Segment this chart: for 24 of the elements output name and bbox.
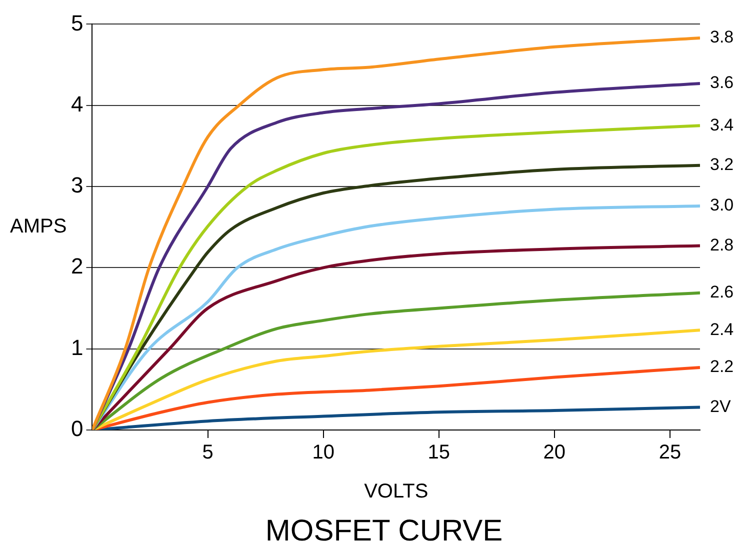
y-tick-label: 1: [70, 334, 84, 360]
series-label: 3.0: [710, 196, 734, 215]
y-tick-label: 4: [70, 91, 84, 116]
series-label: 3.4: [710, 115, 734, 134]
y-axis-title: AMPS: [10, 216, 67, 238]
x-tick-label: 25: [658, 442, 682, 464]
y-tick-label: 5: [70, 10, 84, 36]
series-label: 3.8: [710, 28, 734, 47]
series-label: 2.2: [710, 357, 734, 376]
y-tick-label: 2: [70, 254, 84, 279]
text: MOSFET CURVE: [265, 514, 503, 548]
series-label: 3.6: [710, 73, 734, 92]
series-label: 2.4: [710, 320, 734, 339]
x-tick-label: 15: [428, 442, 450, 464]
y-tick-label: 0: [70, 416, 84, 442]
series-label: 2.6: [710, 282, 734, 302]
x-axis-title: VOLTS: [364, 480, 428, 503]
series-label: 2.8: [710, 235, 734, 254]
series-label: 3.2: [710, 155, 734, 174]
x-tick-label: 10: [312, 442, 334, 464]
y-tick-label: 3: [70, 172, 84, 198]
series-label: 2V: [710, 396, 732, 416]
x-tick-label: 20: [543, 442, 566, 464]
x-tick-label: 5: [202, 442, 214, 464]
